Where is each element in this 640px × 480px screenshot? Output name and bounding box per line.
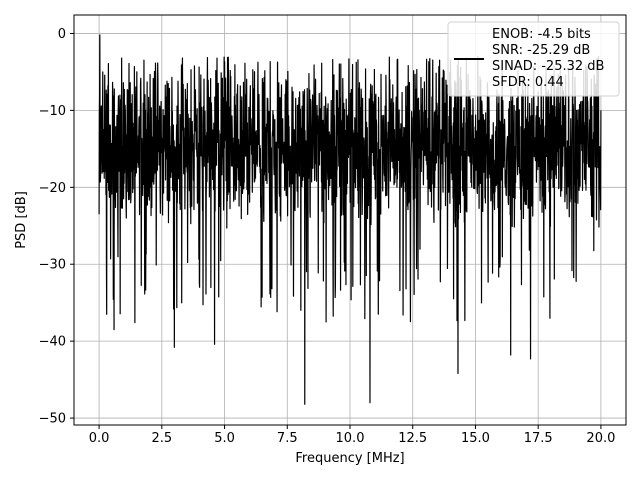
x-tick-label: 2.5 bbox=[151, 431, 172, 446]
x-axis: 0.0 2.5 5.0 7.5 10.0 12.5 15.0 17.5 20.0 bbox=[89, 425, 615, 446]
legend-box bbox=[447, 21, 620, 97]
x-axis-label: Frequency [MHz] bbox=[295, 451, 404, 466]
x-tick-label: 7.5 bbox=[277, 431, 298, 446]
legend-entry-snr: SNR: -25.29 dB bbox=[492, 43, 590, 58]
legend-entry-enob: ENOB: -4.5 bits bbox=[492, 27, 591, 42]
y-axis-label: PSD [dB] bbox=[14, 191, 29, 249]
legend-entry-sfdr: SFDR: 0.44 bbox=[492, 75, 564, 90]
x-tick-label: 15.0 bbox=[461, 431, 490, 446]
x-tick-label: 20.0 bbox=[586, 431, 615, 446]
y-tick-label: −30 bbox=[39, 258, 66, 273]
series-layer bbox=[98, 34, 602, 405]
x-tick-label: 10.0 bbox=[336, 431, 365, 446]
y-tick-label: 0 bbox=[58, 27, 66, 42]
psd-series-line bbox=[98, 34, 602, 405]
y-tick-label: −40 bbox=[39, 335, 66, 350]
y-tick-label: −10 bbox=[39, 104, 66, 119]
x-tick-label: 5.0 bbox=[214, 431, 235, 446]
y-tick-label: −50 bbox=[39, 412, 66, 427]
y-tick-label: −20 bbox=[39, 181, 66, 196]
x-tick-label: 0.0 bbox=[89, 431, 110, 446]
legend-entry-sinad: SINAD: -25.32 dB bbox=[492, 59, 604, 74]
legend: ENOB: -4.5 bits SNR: -25.29 dB SINAD: -2… bbox=[447, 21, 620, 97]
x-tick-label: 12.5 bbox=[398, 431, 427, 446]
x-tick-label: 17.5 bbox=[524, 431, 553, 446]
y-axis: 0 −10 −20 −30 −40 −50 bbox=[39, 27, 74, 427]
